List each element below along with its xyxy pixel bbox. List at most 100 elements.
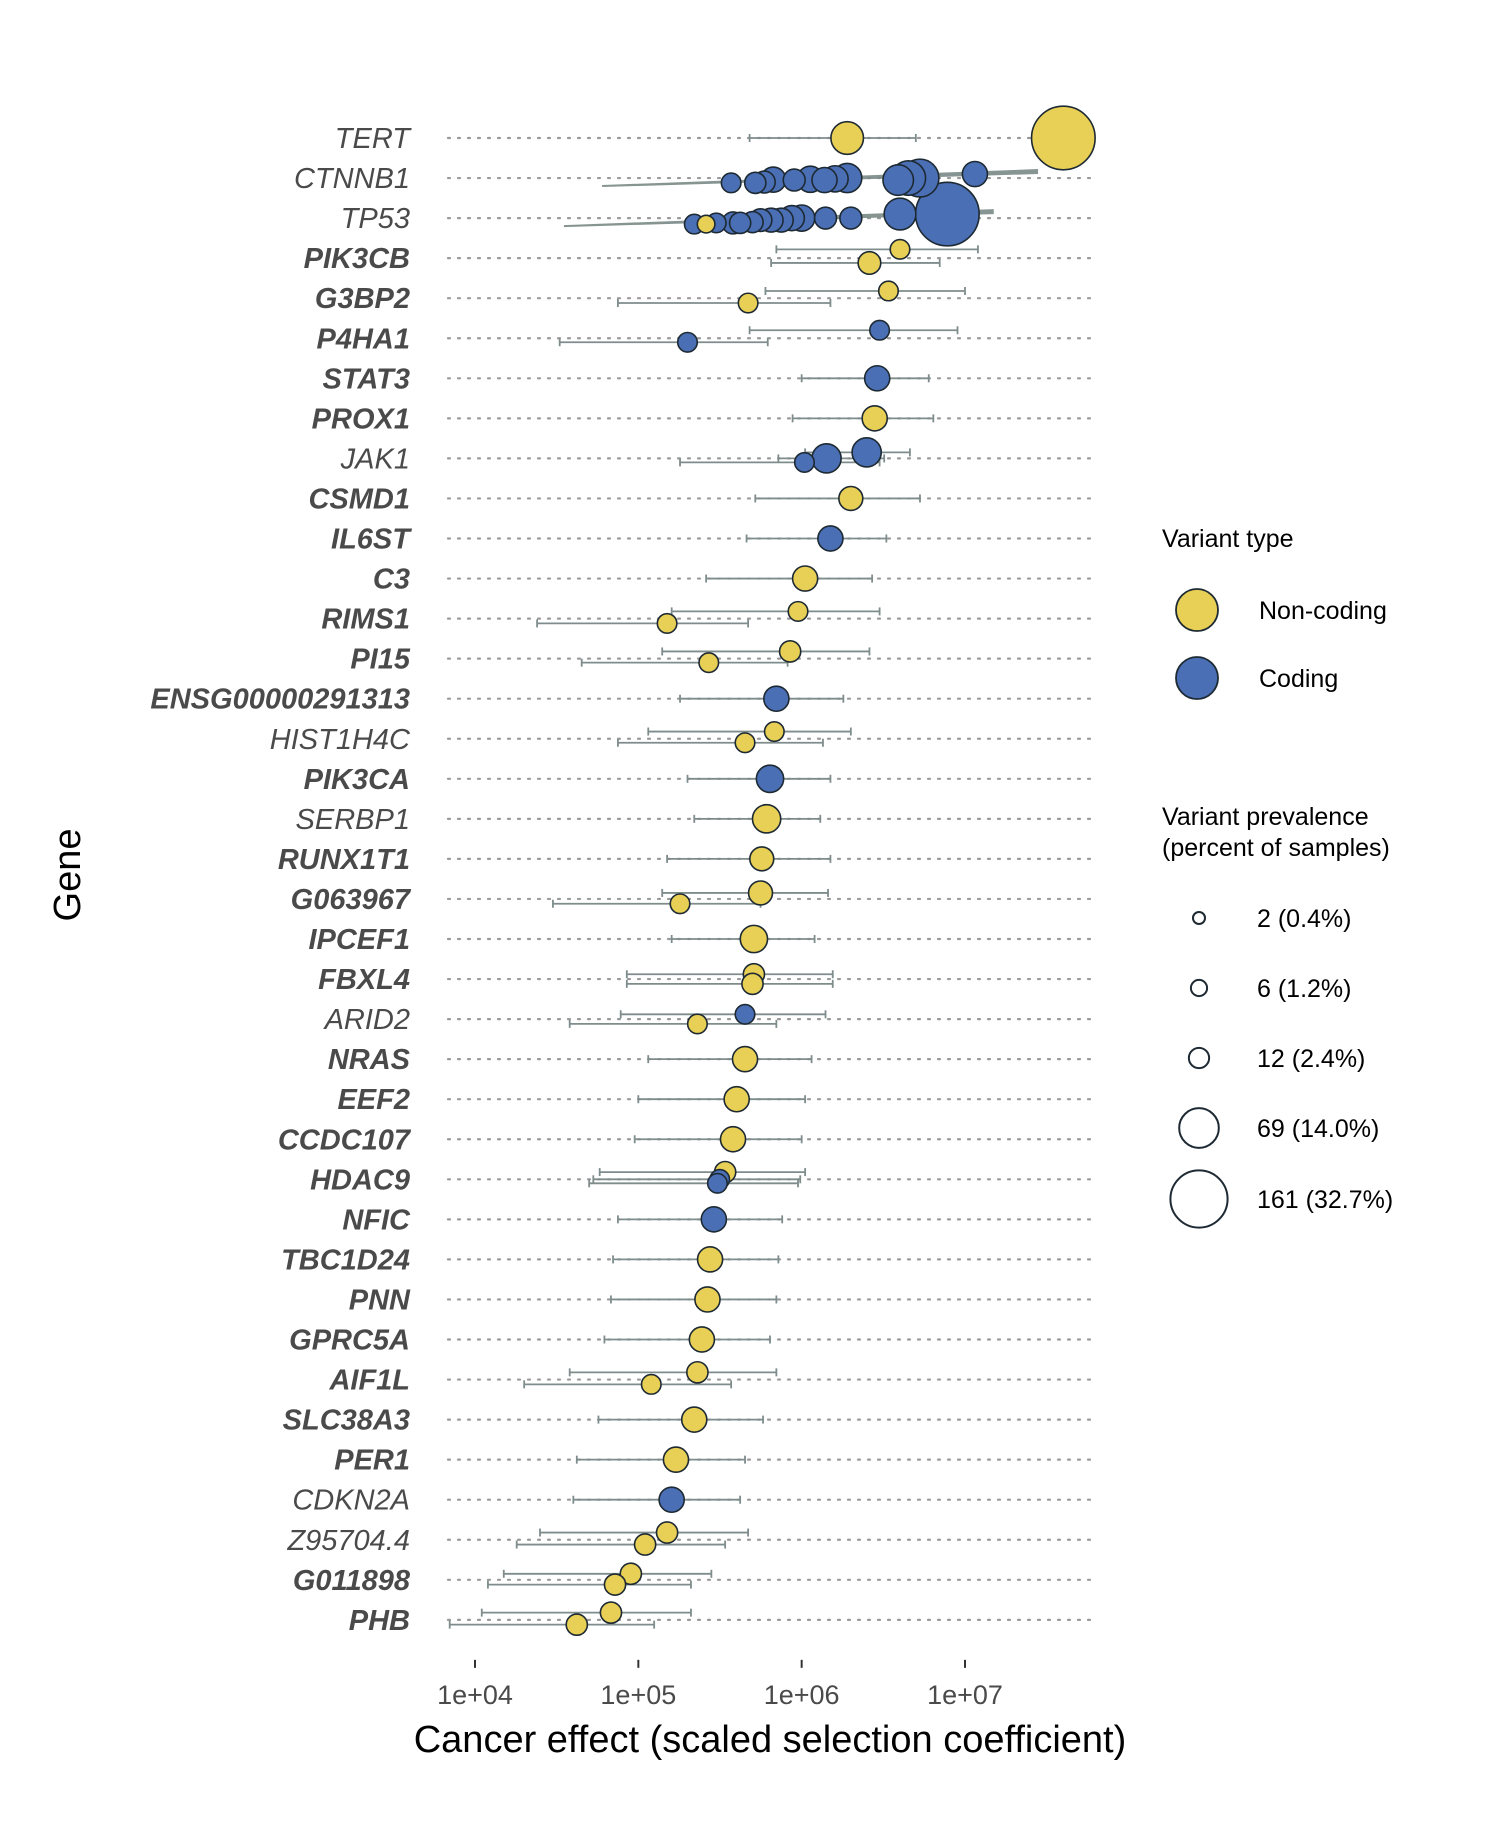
data-point — [811, 443, 842, 474]
data-point — [869, 319, 891, 341]
data-point — [743, 171, 767, 195]
data-point — [706, 1172, 729, 1194]
data-point — [698, 652, 720, 674]
data-point — [851, 437, 883, 468]
legend-type-label: Coding — [1259, 665, 1338, 693]
gene-label: PIK3CB — [304, 243, 410, 275]
gene-label: P4HA1 — [317, 323, 411, 355]
gene-label: ARID2 — [323, 1004, 410, 1036]
data-point — [728, 211, 752, 235]
gene-labels: TERT CTNNB1 TP53 PIK3CB G3BP2 P4HA1 STAT3 PROX1… — [150, 123, 412, 1637]
legend-size-label: 6 (1.2%) — [1257, 975, 1351, 1003]
legend-size-title-line2: (percent of samples) — [1162, 834, 1390, 862]
data-points — [565, 105, 1096, 1637]
gene-label: JAK1 — [340, 443, 410, 475]
gene-label: IPCEF1 — [308, 924, 410, 956]
x-tick-label: 1e+07 — [927, 1680, 1003, 1710]
data-point — [719, 1125, 747, 1153]
legend-size-swatch — [1169, 1169, 1229, 1229]
gene-label: ENSG00000291313 — [150, 684, 410, 716]
gene-label: FBXL4 — [318, 964, 410, 996]
gene-label: RUNX1T1 — [278, 844, 410, 876]
data-point — [782, 168, 806, 192]
gene-label: GPRC5A — [289, 1325, 410, 1357]
legend-size-label: 2 (0.4%) — [1257, 905, 1351, 933]
data-point — [749, 846, 775, 872]
gene-label: CCDC107 — [278, 1124, 412, 1156]
data-point — [793, 451, 816, 473]
legend-type-swatch — [1175, 588, 1219, 632]
gene-label: NFIC — [342, 1204, 411, 1236]
data-point — [603, 1573, 627, 1596]
data-point — [877, 280, 900, 302]
gene-label: SLC38A3 — [283, 1405, 410, 1437]
gene-label: G063967 — [291, 884, 412, 916]
data-point — [696, 1246, 724, 1273]
data-point — [883, 197, 917, 231]
data-point — [700, 1206, 728, 1233]
gene-label: EEF2 — [337, 1084, 410, 1116]
x-tick-label: 1e+06 — [764, 1680, 840, 1710]
data-point — [857, 250, 882, 276]
data-point — [734, 1003, 756, 1025]
data-point — [731, 1045, 759, 1073]
data-point — [751, 803, 782, 834]
gene-label: AIF1L — [328, 1365, 410, 1397]
data-point — [676, 331, 699, 353]
gene-label: CTNNB1 — [294, 163, 410, 195]
data-point — [723, 1085, 751, 1113]
legend-size-items: 2 (0.4%) 6 (1.2%) 12 (2.4%) 69 (14.0%) 161 (… — [1169, 905, 1393, 1229]
gene-label: G3BP2 — [315, 283, 410, 315]
legend-size-swatch — [1189, 978, 1209, 998]
data-point — [839, 206, 863, 230]
data-point — [633, 1533, 657, 1556]
gene-label: SERBP1 — [296, 804, 410, 836]
data-point — [811, 166, 838, 194]
gene-label: PNN — [349, 1284, 411, 1316]
gene-label: TP53 — [341, 203, 410, 235]
gene-label: PROX1 — [312, 403, 410, 435]
data-point — [599, 1601, 623, 1625]
legend-size-swatch — [1178, 1107, 1220, 1149]
gene-label: G011898 — [293, 1565, 411, 1597]
gene-label: STAT3 — [322, 363, 410, 395]
data-point — [656, 612, 678, 634]
legend-size-title-line1: Variant prevalence — [1162, 803, 1369, 831]
data-point — [658, 1486, 686, 1514]
gene-label: PIK3CA — [304, 764, 410, 796]
gene-label: C3 — [373, 564, 410, 596]
gene-label: NRAS — [328, 1044, 411, 1076]
data-point — [741, 972, 764, 996]
gene-label: CSMD1 — [308, 483, 410, 515]
data-point — [813, 206, 838, 230]
gene-label: PHB — [349, 1605, 410, 1637]
data-point — [680, 1406, 708, 1433]
data-point — [838, 485, 864, 512]
legend-type-title: Variant type — [1162, 525, 1294, 553]
error-bars — [448, 134, 979, 1629]
legend-type-swatch — [1175, 656, 1219, 700]
data-point — [737, 292, 759, 314]
data-point — [734, 732, 756, 754]
data-point — [686, 1360, 709, 1384]
data-point — [640, 1373, 662, 1395]
data-point — [830, 120, 865, 156]
data-point — [747, 880, 774, 906]
data-point — [889, 238, 911, 260]
data-point — [1030, 105, 1096, 171]
gridlines — [446, 136, 1092, 1621]
gene-label: HDAC9 — [310, 1164, 410, 1196]
data-point — [694, 1286, 721, 1313]
legend-type-items: Non-coding Coding — [1175, 588, 1387, 700]
data-point — [787, 600, 809, 622]
legend: Variant type Non-coding Coding Variant pr… — [1162, 525, 1393, 1229]
gene-label: IL6ST — [331, 524, 412, 556]
legend-size-swatch — [1187, 1046, 1211, 1070]
x-axis-title: Cancer effect (scaled selection coeffici… — [414, 1719, 1127, 1761]
data-point — [791, 565, 819, 592]
data-point — [763, 720, 785, 743]
gene-label: Z95704.4 — [286, 1525, 410, 1557]
legend-size-label: 12 (2.4%) — [1257, 1045, 1365, 1073]
data-point — [688, 1326, 716, 1353]
